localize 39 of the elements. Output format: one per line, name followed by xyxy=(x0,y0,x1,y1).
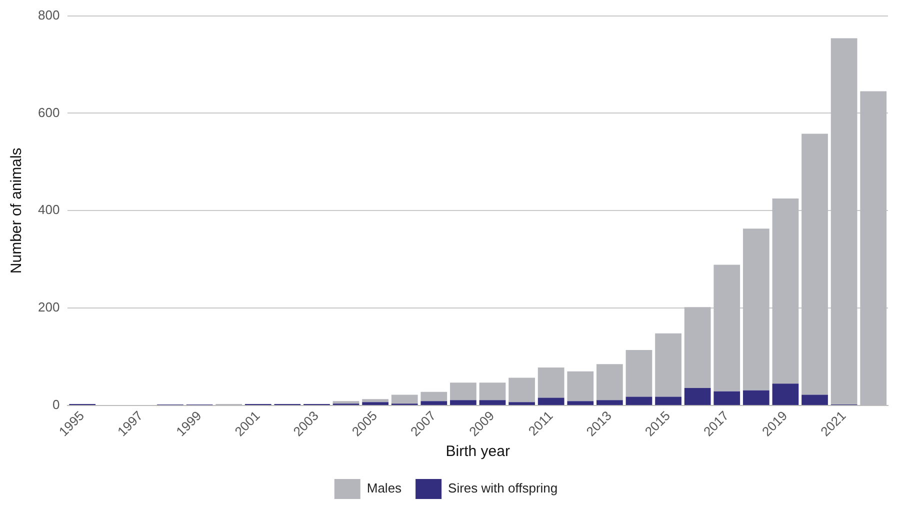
bar xyxy=(508,402,535,406)
bar xyxy=(714,264,740,392)
y-axis-title: Number of animals xyxy=(8,148,26,274)
bar xyxy=(538,368,564,398)
bar xyxy=(362,402,388,406)
legend-label: Males xyxy=(366,480,402,496)
y-tick-label: 400 xyxy=(38,202,60,218)
y-tick-label: 600 xyxy=(38,104,60,120)
bar xyxy=(420,392,448,402)
bar xyxy=(479,400,506,406)
bar xyxy=(450,400,476,406)
y-tick-label: 0 xyxy=(52,397,60,412)
bar xyxy=(684,307,711,388)
y-tick-label: 200 xyxy=(38,300,60,315)
bar xyxy=(508,378,535,402)
bar xyxy=(655,333,682,397)
bar xyxy=(742,228,770,390)
bar xyxy=(772,384,799,406)
bar xyxy=(362,399,388,402)
bar xyxy=(772,198,799,384)
bar xyxy=(626,350,652,397)
bar xyxy=(450,382,476,400)
bar xyxy=(802,394,828,406)
bar xyxy=(538,398,564,406)
bar xyxy=(626,396,652,406)
bar xyxy=(567,401,594,406)
x-axis-title: Birth year xyxy=(446,443,510,460)
bar xyxy=(420,401,448,406)
bar xyxy=(655,396,682,406)
bar xyxy=(714,391,740,406)
bar xyxy=(479,382,506,400)
legend-label: Sires with offspring xyxy=(448,480,558,496)
y-tick-label: 800 xyxy=(38,7,60,22)
bar xyxy=(567,371,594,402)
bar xyxy=(596,364,623,400)
bar xyxy=(742,390,770,406)
bar xyxy=(596,400,623,406)
bar xyxy=(684,388,711,406)
bar xyxy=(802,134,828,395)
